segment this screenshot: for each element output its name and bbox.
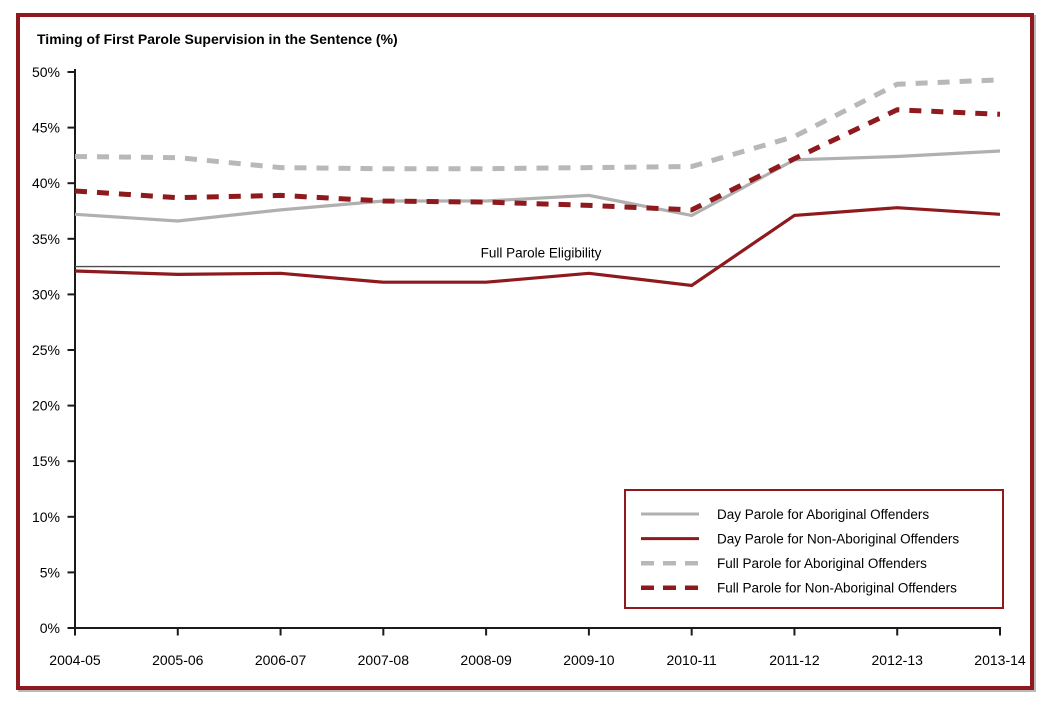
- y-tick-label: 50%: [32, 64, 60, 80]
- y-tick-label: 30%: [32, 286, 60, 302]
- legend-label: Day Parole for Non-Aboriginal Offenders: [717, 531, 959, 546]
- x-tick-label: 2009-10: [563, 652, 615, 668]
- y-tick-label: 15%: [32, 453, 60, 469]
- series-group: [74, 77, 1001, 288]
- x-tick-label: 2006-07: [255, 652, 307, 668]
- legend-item: Day Parole for Aboriginal Offenders: [641, 507, 929, 522]
- y-tick-label: 0%: [40, 620, 60, 636]
- x-tick-label: 2007-08: [358, 652, 410, 668]
- chart-title: Timing of First Parole Supervision in th…: [37, 31, 398, 47]
- y-tick-label: 35%: [32, 231, 60, 247]
- series-line-3: [74, 107, 1001, 213]
- x-tick-label: 2008-09: [460, 652, 512, 668]
- series-line-0: [74, 149, 1001, 223]
- legend: Day Parole for Aboriginal Offenders Day P…: [624, 489, 1004, 609]
- y-tick-label: 20%: [32, 398, 60, 414]
- legend-item: Full Parole for Non-Aboriginal Offenders: [641, 581, 957, 596]
- y-tick-label: 25%: [32, 342, 60, 358]
- x-tick-label: 2012-13: [872, 652, 924, 668]
- y-tick-label: 45%: [32, 120, 60, 136]
- x-tick-label: 2005-06: [152, 652, 204, 668]
- legend-label: Full Parole for Non-Aboriginal Offenders: [717, 581, 957, 596]
- legend-label: Day Parole for Aboriginal Offenders: [717, 507, 929, 522]
- series-line-2: [74, 77, 1001, 172]
- full-parole-eligibility-label: Full Parole Eligibility: [481, 246, 602, 261]
- y-tick-label: 40%: [32, 175, 60, 191]
- x-tick-label: 2004-05: [49, 652, 101, 668]
- legend-label: Full Parole for Aboriginal Offenders: [717, 556, 927, 571]
- reference-line-group: Full Parole Eligibility: [75, 246, 1000, 268]
- x-tick-label: 2013-14: [974, 652, 1026, 668]
- series-line-1: [74, 206, 1001, 288]
- y-tick-label: 10%: [32, 509, 60, 525]
- axes-group: 0% 5% 10% 15% 20% 25% 30% 35% 40% 45% 50% 2004-05 20…: [32, 64, 1026, 668]
- x-tick-label: 2010-11: [666, 652, 717, 668]
- legend-item: Full Parole for Aboriginal Offenders: [641, 556, 927, 571]
- legend-item: Day Parole for Non-Aboriginal Offenders: [641, 531, 959, 546]
- y-tick-label: 5%: [40, 564, 60, 580]
- x-tick-label: 2011-12: [769, 652, 820, 668]
